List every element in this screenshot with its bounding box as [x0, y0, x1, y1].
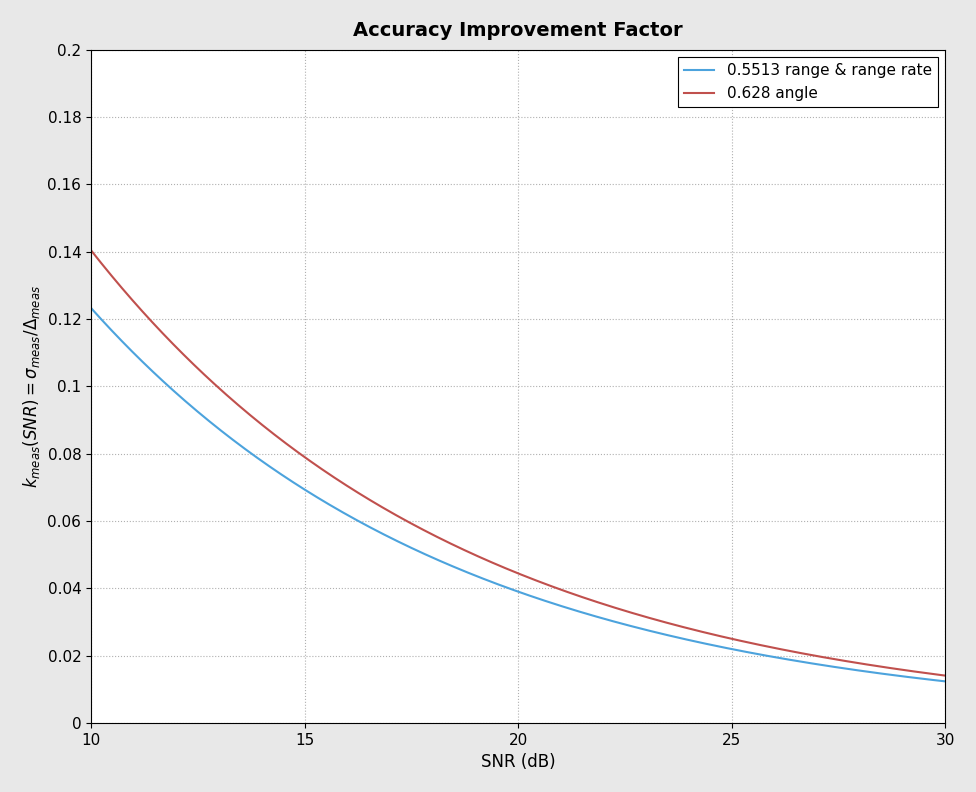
Line: 0.5513 range & range rate: 0.5513 range & range rate [91, 308, 946, 681]
0.5513 range & range rate [85, 303, 97, 313]
0.628 angle [919, 668, 931, 678]
0.628 angle [491, 560, 503, 569]
0.5513 range & range rate [593, 613, 605, 623]
0.628 angle [496, 562, 508, 572]
0.628 angle [548, 582, 559, 592]
X-axis label: SNR (dB): SNR (dB) [481, 753, 555, 771]
0.5513 range & range rate [919, 674, 931, 683]
0.5513 range & range rate [548, 599, 559, 608]
0.628 angle [593, 598, 605, 607]
0.628 angle [85, 246, 97, 255]
0.628 angle [940, 671, 952, 680]
0.5513 range & range rate [786, 655, 797, 664]
Line: 0.628 angle: 0.628 angle [91, 250, 946, 676]
Y-axis label: $k_{meas}(SNR) = \sigma_{meas}/\Delta_{meas}$: $k_{meas}(SNR) = \sigma_{meas}/\Delta_{m… [20, 285, 42, 488]
0.5513 range & range rate [940, 676, 952, 686]
0.5513 range & range rate [496, 581, 508, 591]
0.628 angle [786, 646, 797, 656]
0.5513 range & range rate [491, 579, 503, 588]
Title: Accuracy Improvement Factor: Accuracy Improvement Factor [353, 21, 683, 40]
Legend: 0.5513 range & range rate, 0.628 angle: 0.5513 range & range rate, 0.628 angle [677, 57, 938, 107]
